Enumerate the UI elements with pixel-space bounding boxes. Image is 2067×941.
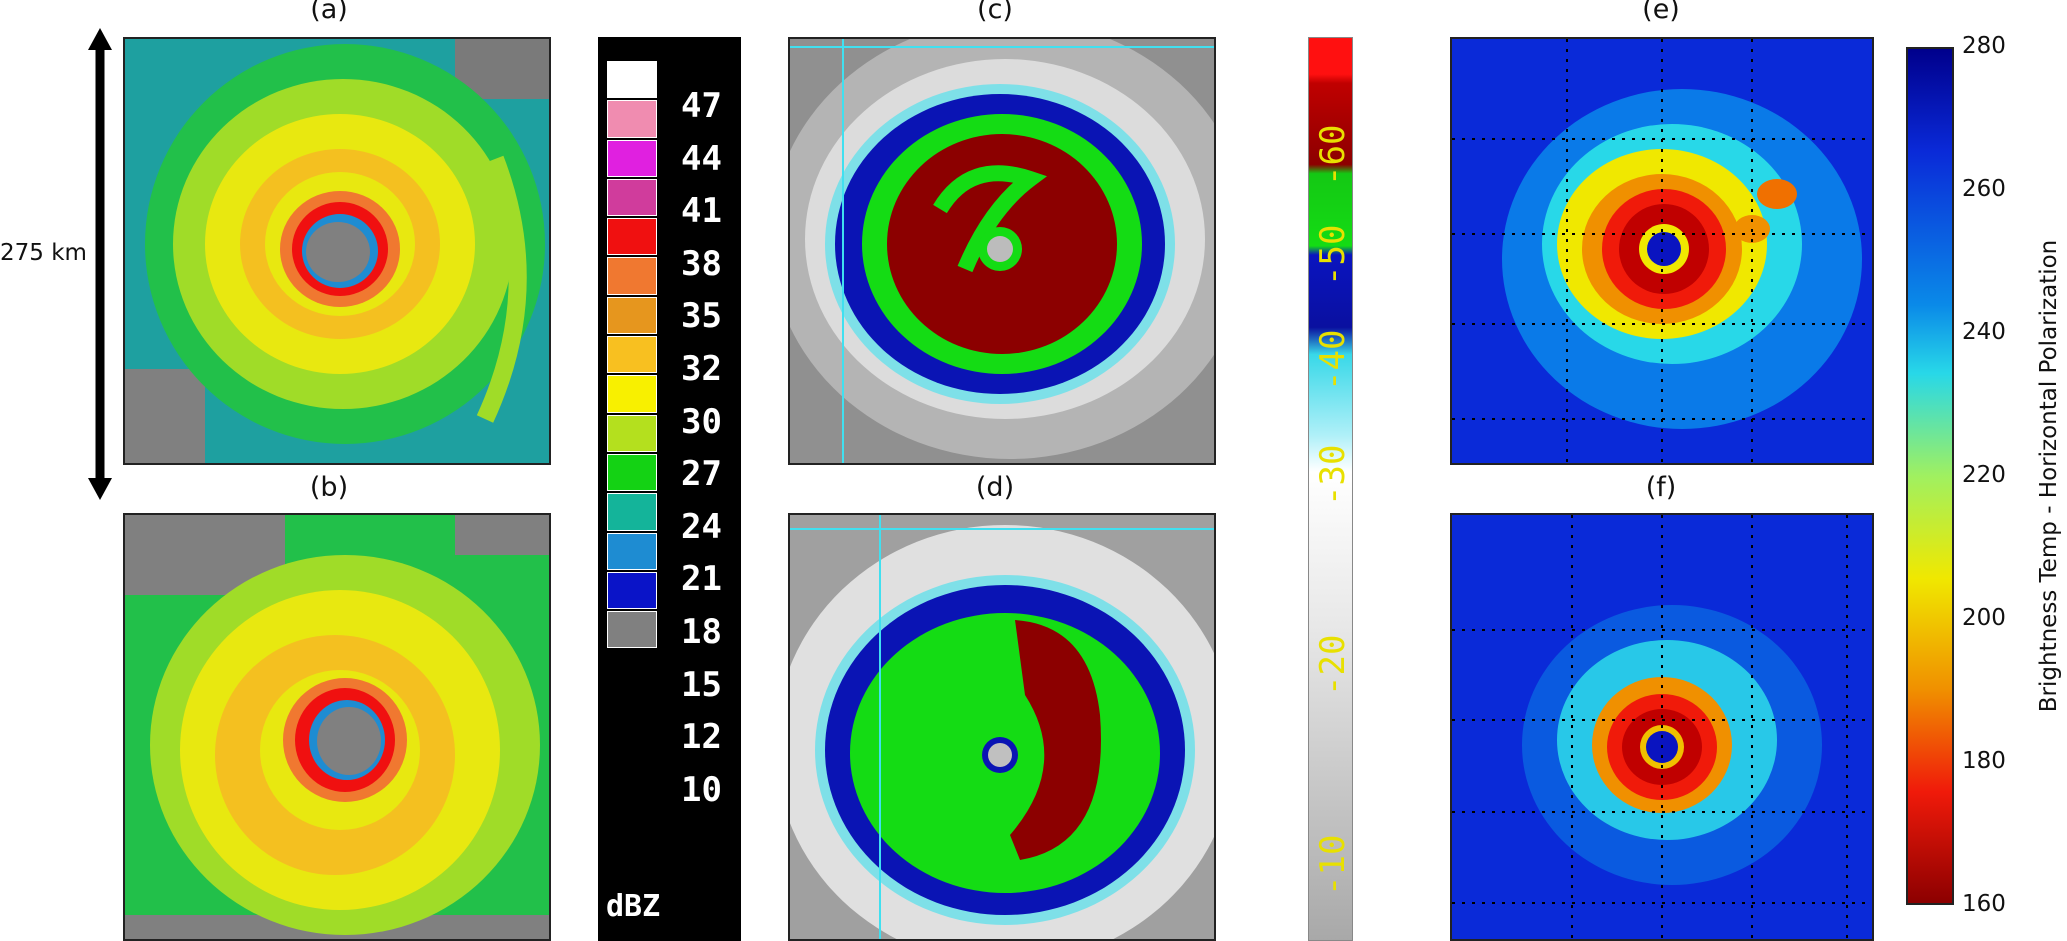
dbz-swatch [607, 296, 657, 335]
tb-tick-label: 180 [1962, 748, 2006, 774]
tb-tick-label: 220 [1962, 462, 2006, 488]
ir-temp-label: -60 [1313, 124, 1353, 186]
ir-temp-label: -20 [1313, 634, 1353, 696]
panel-label-c: (c) [977, 0, 1013, 25]
tb-tick-label: 280 [1962, 33, 2006, 59]
dbz-swatch [607, 571, 657, 610]
dbz-level-label: 24 [681, 506, 722, 547]
dbz-level-label: 12 [681, 717, 722, 758]
tb-panel-f [1450, 513, 1874, 941]
dbz-swatch [607, 100, 657, 138]
panel-label-e: (e) [1642, 0, 1680, 25]
dbz-swatch [607, 375, 657, 413]
dbz-swatch [607, 178, 657, 217]
tb-tick-label: 260 [1962, 176, 2006, 202]
dbz-swatch [607, 532, 657, 570]
dbz-swatch [607, 336, 657, 374]
ir-panel-c [788, 37, 1216, 465]
tb-colorbar-gradient [1908, 49, 1952, 903]
tb-image-e [1452, 39, 1872, 463]
dbz-level-label: 18 [681, 612, 722, 652]
tb-panel-e [1450, 37, 1874, 465]
panel-label-f: (f) [1645, 472, 1677, 503]
panel-label-a: (a) [310, 0, 348, 25]
dbz-swatch [607, 218, 657, 256]
dbz-swatch [607, 611, 657, 649]
dbz-swatch [607, 61, 657, 99]
dbz-swatch [607, 257, 657, 295]
dbz-level-label: 47 [681, 86, 722, 126]
dbz-level-label: 10 [681, 769, 722, 810]
dbz-level-label: 32 [681, 349, 722, 389]
dbz-swatch [607, 493, 657, 531]
ir-panel-d [788, 513, 1216, 941]
dbz-unit: dBZ [606, 889, 661, 924]
panel-label-d: (d) [975, 472, 1015, 503]
dbz-level-label: 44 [681, 138, 722, 179]
ir-image-d [790, 515, 1214, 939]
tb-tick-label: 240 [1962, 319, 2006, 345]
ir-temp-label: -30 [1313, 444, 1353, 506]
tb-image-f [1452, 515, 1872, 939]
tb-colorbar-title: Brightness Temp - Horizontal Polarizatio… [2036, 239, 2062, 713]
ir-colorbar-gradient [1309, 38, 1352, 940]
radar-image-a [125, 39, 549, 463]
dbz-level-label: 41 [681, 191, 722, 232]
dbz-level-label: 21 [681, 559, 722, 600]
dbz-swatches [607, 61, 657, 650]
radar-image-b [125, 515, 549, 939]
dbz-colorbar: 47 44 41 38 35 32 30 27 24 21 18 15 12 10 dBZ [598, 37, 741, 941]
dbz-level-label: 38 [681, 243, 722, 284]
tb-tick-label: 200 [1962, 605, 2006, 631]
tb-colorbar [1906, 47, 1954, 905]
scale-arrow [88, 28, 112, 500]
dbz-swatch [607, 414, 657, 452]
panel-label-b: (b) [309, 472, 349, 503]
ir-temp-label: -10 [1313, 834, 1353, 896]
dbz-level-label: 30 [681, 401, 722, 442]
ir-temp-label: -40 [1313, 329, 1353, 391]
ir-temp-label: -50 [1313, 224, 1353, 286]
ir-image-c [790, 39, 1214, 463]
dbz-level-label: 35 [681, 296, 722, 337]
dbz-level-label: 15 [681, 664, 722, 705]
radar-panel-b [123, 513, 551, 941]
dbz-level-label: 27 [681, 454, 722, 495]
radar-panel-a [123, 37, 551, 465]
dbz-swatch [607, 453, 657, 492]
tb-tick-label: 160 [1962, 891, 2006, 917]
scale-label: 275 km [0, 240, 87, 266]
ir-colorbar: -10 -20 -30 -40 -50 -60 [1308, 37, 1353, 941]
dbz-swatch [607, 139, 657, 177]
